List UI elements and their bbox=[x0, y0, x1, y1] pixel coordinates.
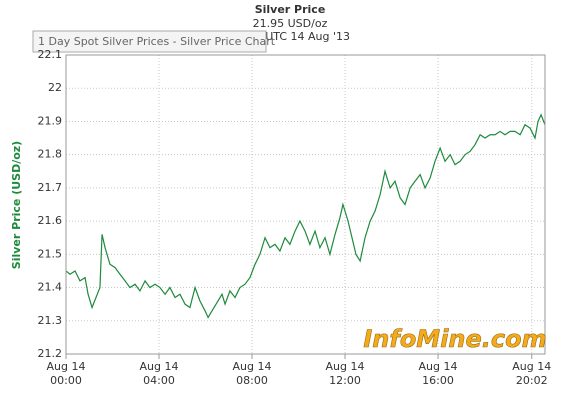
plot-frame bbox=[65, 54, 546, 355]
watermark: InfoMine.com bbox=[363, 325, 546, 353]
y-tick-label: 21.3 bbox=[38, 314, 63, 327]
x-tick-label: Aug 14 00:00 bbox=[46, 360, 86, 387]
y-tick-label: 21.9 bbox=[38, 114, 63, 127]
y-tick-label: 21.8 bbox=[38, 148, 63, 161]
y-tick-label: 21.2 bbox=[38, 347, 63, 360]
y-tick-label: 21.7 bbox=[38, 181, 63, 194]
y-tick-label: 21.6 bbox=[38, 214, 63, 227]
chart-title: Silver Price bbox=[255, 3, 326, 16]
x-tick-label: Aug 14 08:00 bbox=[232, 360, 272, 387]
y-axis-label: Silver Price (USD/oz) bbox=[10, 141, 23, 269]
price-line bbox=[65, 113, 546, 319]
y-tick-label: 22.1 bbox=[38, 48, 63, 61]
tooltip-box bbox=[32, 30, 267, 53]
chart-subtitle: 21.95 USD/oz bbox=[253, 17, 328, 30]
y-tick-label: 21.5 bbox=[38, 247, 63, 260]
y-tick-label: 21.4 bbox=[38, 281, 63, 294]
y-tick-label: 22 bbox=[48, 81, 62, 94]
x-tick-label: Aug 14 16:00 bbox=[418, 360, 458, 387]
x-tick-label: Aug 14 12:00 bbox=[325, 360, 365, 387]
x-tick-label: Aug 14 04:00 bbox=[139, 360, 179, 387]
tooltip: 1 Day Spot Silver Prices - Silver Price … bbox=[38, 35, 276, 48]
x-tick-label: Aug 14 20:02 bbox=[512, 360, 552, 387]
